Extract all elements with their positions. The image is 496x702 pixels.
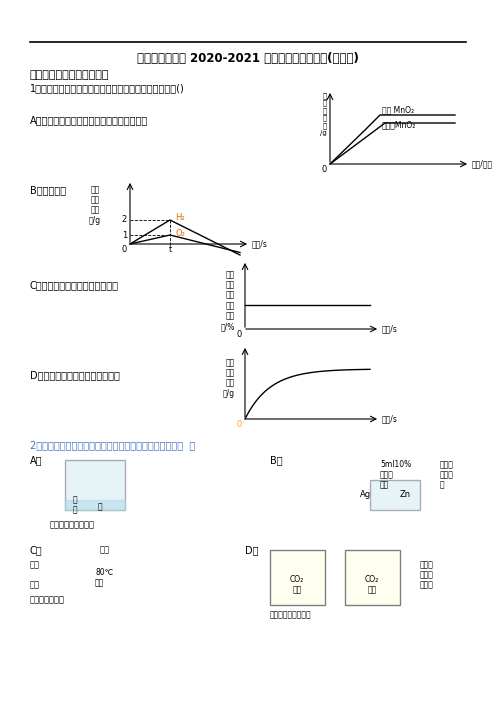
Text: 研究二
氧化碳
的性质: 研究二 氧化碳 的性质 (420, 560, 434, 590)
Bar (370, 480, 420, 510)
Text: 时间/s: 时间/s (382, 324, 398, 333)
Text: C．加热一定量的高锰酸钾制氧气: C．加热一定量的高锰酸钾制氧气 (30, 280, 119, 290)
Text: 2．下列问题的研究中，没有利用对比实验思想方法的是（  ）: 2．下列问题的研究中，没有利用对比实验思想方法的是（ ） (30, 440, 195, 450)
Text: 加入 MnO₂: 加入 MnO₂ (382, 105, 414, 114)
Text: 氧
气
的
质
量
/g: 氧 气 的 质 量 /g (320, 92, 327, 136)
Text: 白磷: 白磷 (30, 580, 40, 589)
Text: D．: D． (245, 545, 258, 555)
Text: 白
磷: 白 磷 (73, 496, 77, 515)
Text: D．木炭在密闭的容器内完全燃烧: D．木炭在密闭的容器内完全燃烧 (30, 370, 120, 380)
Text: 1: 1 (122, 230, 127, 239)
Text: 用石蕊溶液染的纸花: 用石蕊溶液染的纸花 (270, 610, 311, 619)
Text: 一、九年级化学上册选择题: 一、九年级化学上册选择题 (30, 70, 110, 80)
Text: 比较金
属活动
性: 比较金 属活动 性 (440, 460, 454, 490)
Text: Ag: Ag (360, 490, 371, 499)
Text: A．: A． (30, 455, 43, 465)
Text: O₂: O₂ (175, 228, 185, 237)
Text: t: t (168, 245, 172, 254)
Text: B．水的电解: B．水的电解 (30, 185, 66, 195)
Text: CO₂
湿花: CO₂ 湿花 (365, 575, 379, 595)
Text: 天津市南开中学 2020-2021 年上册期末化学试题(含答案): 天津市南开中学 2020-2021 年上册期末化学试题(含答案) (137, 52, 359, 65)
Text: B．: B． (270, 455, 283, 465)
Text: 研究燃烧的条件: 研究燃烧的条件 (30, 595, 65, 604)
Text: 80℃
热水: 80℃ 热水 (95, 568, 113, 588)
Text: 5ml10%
硫酸铜
溶液: 5ml10% 硫酸铜 溶液 (380, 460, 411, 490)
Text: 0: 0 (122, 245, 127, 254)
Text: 0: 0 (237, 330, 242, 339)
Text: 固体
中锰
元素
的质
量分
数/%: 固体 中锰 元素 的质 量分 数/% (221, 270, 235, 331)
Text: 二氧
化碳
的质
量/g: 二氧 化碳 的质 量/g (223, 358, 235, 398)
Text: 未加入MnO₂: 未加入MnO₂ (382, 121, 416, 129)
Text: C．: C． (30, 545, 43, 555)
Text: Zn: Zn (400, 490, 411, 499)
Text: A．等质量、等浓度的过氧化氢溶液制取氧气: A．等质量、等浓度的过氧化氢溶液制取氧气 (30, 115, 148, 125)
Text: 时间/s: 时间/s (252, 239, 268, 249)
Text: 白磷: 白磷 (30, 560, 40, 569)
Text: 时间/分钟: 时间/分钟 (472, 159, 493, 168)
Text: 1．下图所示的四个图像，能正确反映对应变化关系的是(): 1．下图所示的四个图像，能正确反映对应变化关系的是() (30, 83, 185, 93)
Text: 生成
气体
的质
量/g: 生成 气体 的质 量/g (89, 185, 101, 225)
Bar (345, 550, 400, 605)
Bar (270, 550, 325, 605)
Text: H₂: H₂ (175, 213, 185, 222)
Bar (65, 460, 125, 510)
Text: 2: 2 (122, 216, 127, 225)
Text: 红磷: 红磷 (100, 545, 110, 554)
Text: 0: 0 (322, 165, 327, 174)
Text: 0: 0 (237, 420, 242, 429)
Text: CO₂
干花: CO₂ 干花 (290, 575, 304, 595)
Text: 时间/s: 时间/s (382, 414, 398, 423)
Text: 水: 水 (98, 503, 102, 512)
Text: 研究空气中氧气含量: 研究空气中氧气含量 (50, 520, 95, 529)
